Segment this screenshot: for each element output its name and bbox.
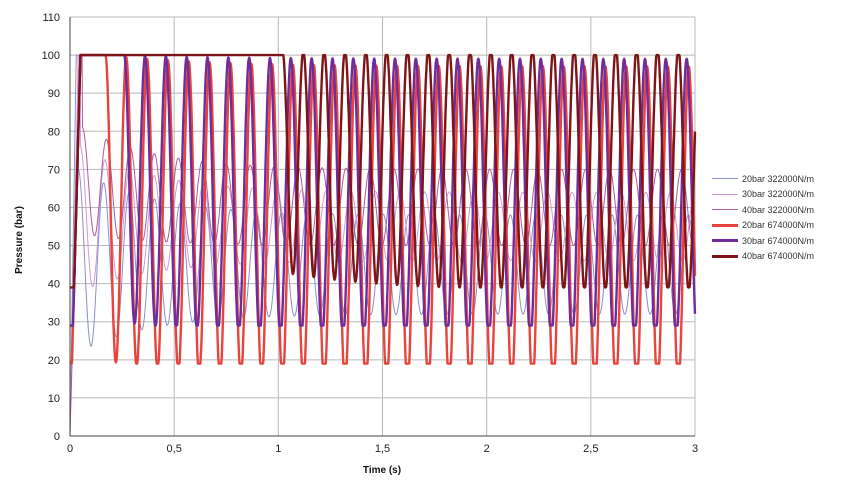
x-tick-label: 0 [67,443,73,455]
legend-label: 20bar 322000N/m [742,173,815,184]
y-tick-label: 110 [42,12,60,24]
legend-swatch [712,223,738,227]
legend-label: 40bar 674000N/m [742,251,815,262]
x-tick-label: 1 [275,443,281,455]
y-tick-label: 60 [48,202,60,214]
legend-item: 20bar 322000N/m [712,171,844,187]
legend-item: 20bar 674000N/m [712,218,844,234]
y-tick-label: 80 [48,126,60,138]
legend-swatch [712,178,738,180]
y-axis-title: Pressure (bar) [14,206,25,274]
legend-item: 40bar 322000N/m [712,202,844,218]
axis-layer [69,17,695,437]
legend-label: 40bar 322000N/m [742,204,815,215]
legend-swatch [712,193,738,195]
legend-item: 30bar 322000N/m [712,187,844,203]
legend-swatch [712,239,738,243]
legend-swatch [712,254,738,258]
x-tick-label: 0,5 [167,443,182,455]
y-tick-label: 90 [48,88,60,100]
legend-swatch [712,209,738,211]
series-layer [69,53,697,437]
y-tick-label: 70 [48,164,60,176]
series-line [69,53,697,327]
y-tick-label: 30 [48,317,60,329]
series-line [69,53,697,289]
legend-label: 30bar 322000N/m [742,189,815,200]
y-tick-label: 50 [48,241,60,253]
legend: 20bar 322000N/m 30bar 322000N/m 40bar 32… [712,171,844,264]
legend-label: 30bar 674000N/m [742,235,815,246]
x-tick-label: 3 [692,443,698,455]
x-tick-label: 2 [484,443,490,455]
x-tick-label: 1,5 [375,443,390,455]
y-tick-label: 100 [42,50,60,62]
x-axis-title: Time (s) [363,465,401,476]
legend-item: 30bar 674000N/m [712,233,844,249]
y-tick-label: 20 [48,355,60,367]
tick-label-layer: 0 10 20 30 40 50 60 70 80 90 100 110 0 0,5 1 1,5 2 2,5 3 [42,12,698,455]
y-tick-label: 10 [48,393,60,405]
legend-label: 20bar 674000N/m [742,220,815,231]
y-tick-label: 40 [48,279,60,291]
y-tick-label: 0 [54,431,60,443]
x-tick-label: 2,5 [583,443,598,455]
legend-item: 40bar 674000N/m [712,249,844,265]
